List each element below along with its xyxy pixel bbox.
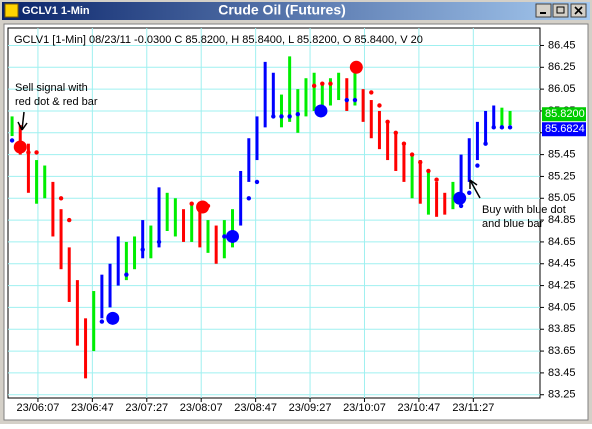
stop-dot — [9, 138, 15, 143]
stop-dot — [352, 97, 358, 103]
price-label-box — [542, 122, 586, 137]
stop-dot — [271, 114, 276, 119]
stop-dot — [401, 141, 407, 146]
x-tick-label: 23/07:27 — [125, 402, 168, 414]
window-buttons[interactable] — [535, 3, 587, 18]
stop-dot — [377, 103, 382, 108]
title-bar — [2, 2, 590, 20]
stop-dot — [189, 201, 194, 206]
stop-dot — [222, 234, 227, 239]
stop-dot — [409, 152, 415, 157]
annotation-line: Sell signal with — [15, 82, 88, 94]
signal-dot — [314, 104, 328, 118]
signal-dot — [226, 229, 240, 243]
y-tick-label: 84.05 — [548, 301, 576, 313]
stop-dot — [475, 163, 480, 168]
signal-dot — [106, 311, 120, 325]
stop-dot — [124, 272, 129, 277]
stop-dot — [491, 125, 496, 130]
stop-dot — [26, 150, 31, 155]
grid — [8, 28, 540, 398]
info-line: GCLV1 [1-Min] 08/23/11 -0.0300 C 85.8200… — [14, 34, 423, 46]
y-tick-label: 83.85 — [548, 323, 576, 335]
signal-dot — [196, 200, 210, 214]
stop-dot — [483, 141, 488, 146]
x-tick-label: 23/10:07 — [343, 402, 386, 414]
price-label: 85.8200 — [545, 108, 585, 120]
annotation: Sell signal with red dot & red bar — [15, 82, 98, 108]
annotation-line: Buy with blue dot — [482, 204, 566, 216]
y-tick-label: 83.45 — [548, 367, 576, 379]
minimize-button[interactable] — [535, 3, 552, 18]
window-icon — [4, 3, 19, 18]
stop-dot — [58, 196, 64, 201]
stop-dot — [418, 160, 423, 165]
stop-dot — [279, 114, 284, 119]
stop-dot — [254, 179, 260, 185]
stop-dot — [99, 319, 105, 324]
y-tick-label: 83.25 — [548, 389, 576, 401]
stop-dot — [344, 97, 349, 103]
y-tick-label: 86.25 — [548, 61, 576, 73]
stop-dot — [34, 150, 39, 155]
stop-dot — [369, 90, 374, 95]
maximize-button[interactable] — [552, 3, 569, 18]
signal-dot — [13, 140, 27, 154]
stop-dot — [467, 190, 472, 196]
y-tick-label: 84.65 — [548, 236, 576, 248]
y-tick-label: 84.85 — [548, 214, 576, 226]
marks — [9, 56, 513, 379]
stop-dot — [458, 203, 464, 209]
y-tick-label: 84.45 — [548, 258, 576, 270]
y-tick-label: 84.25 — [548, 279, 576, 291]
stop-dot — [140, 247, 145, 252]
x-tick-label: 23/06:47 — [71, 402, 114, 414]
y-tick-label: 86.45 — [548, 39, 576, 51]
x-tick-label: 23/08:07 — [180, 402, 223, 414]
stop-dot — [393, 130, 398, 135]
stop-dot — [434, 177, 439, 182]
x-tick-label: 23/06:07 — [17, 402, 60, 414]
stop-dot — [385, 119, 390, 125]
stop-dot — [507, 125, 513, 130]
stop-dot — [67, 217, 72, 223]
signal-dot — [349, 60, 363, 74]
sell-arrow — [17, 111, 28, 131]
stop-dot — [156, 239, 162, 245]
x-tick-label: 23/09:27 — [289, 402, 332, 414]
close-icon — [574, 6, 583, 15]
stop-dot — [246, 196, 252, 201]
stop-dot — [320, 81, 325, 86]
annotation-line: and blue bar — [482, 218, 543, 230]
annotation-line: red dot & red bar — [15, 96, 98, 108]
price-label-box — [542, 107, 586, 122]
stop-dot — [295, 112, 301, 117]
signal-dot — [453, 191, 467, 205]
y-tick-label: 85.25 — [548, 170, 576, 182]
annotation: Buy with blue dot and blue bar — [482, 204, 566, 230]
stop-dot — [311, 83, 317, 89]
x-tick-label: 23/10:47 — [397, 402, 440, 414]
y-tick-label: 83.65 — [548, 345, 576, 357]
maximize-icon — [556, 6, 565, 14]
window-title: GCLV1 1-Min — [22, 5, 90, 17]
x-tick-label: 23/11:27 — [452, 402, 494, 414]
y-tick-label: 86.05 — [548, 83, 576, 95]
x-tick-label: 23/08:47 — [234, 402, 277, 414]
price-label: 85.6824 — [545, 123, 585, 135]
y-tick-label: 85.45 — [548, 149, 576, 161]
y-tick-label: 85.05 — [548, 192, 576, 204]
buy-arrow — [469, 179, 481, 199]
stop-dot — [287, 114, 292, 119]
stop-dot — [426, 168, 431, 174]
chart-title: Crude Oil (Futures) — [218, 2, 346, 18]
stop-dot — [499, 125, 505, 130]
stop-dot — [328, 81, 333, 86]
